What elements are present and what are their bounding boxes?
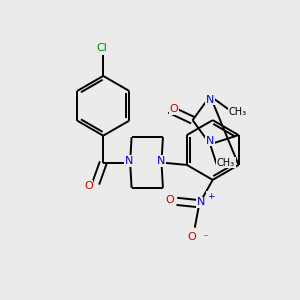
Text: CH₃: CH₃	[217, 158, 235, 168]
Text: N: N	[124, 156, 133, 166]
Text: O: O	[84, 181, 93, 191]
Text: O: O	[165, 195, 174, 205]
Text: N: N	[206, 136, 214, 146]
Text: +: +	[207, 192, 214, 201]
Text: O: O	[170, 104, 178, 114]
Text: N: N	[206, 94, 214, 105]
Text: N: N	[157, 156, 166, 166]
Text: O: O	[188, 232, 196, 242]
Text: Cl: Cl	[96, 43, 107, 52]
Text: N: N	[196, 197, 205, 207]
Text: ⁻: ⁻	[202, 233, 208, 243]
Text: CH₃: CH₃	[228, 107, 246, 117]
